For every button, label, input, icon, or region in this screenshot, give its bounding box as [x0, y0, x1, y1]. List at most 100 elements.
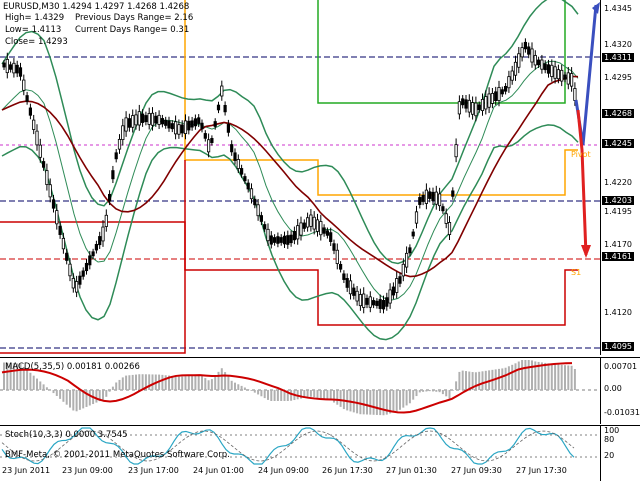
candle-body	[84, 262, 89, 272]
macd-panel[interactable]: MACD(5,35,5) 0.00181 0.00266	[0, 357, 600, 424]
candle-body	[266, 228, 270, 242]
price-axis[interactable]: 1.4345 1.4320 1.4295 1.4220 1.4195 1.417…	[600, 0, 640, 355]
candle-body	[61, 237, 66, 250]
candle-body	[236, 159, 240, 169]
price-tick: 1.4220	[604, 178, 632, 187]
candle-body	[246, 182, 250, 190]
candle-body	[180, 124, 184, 134]
candle-body	[147, 113, 151, 125]
candle-body	[378, 299, 382, 309]
copyright-text: BMF-Meta, © 2001-2011 MetaQuotes Softwar…	[5, 450, 230, 460]
stochastic-panel[interactable]: Stoch(10,3,3) 0.0000 3.7545 BMF-Meta, © …	[0, 425, 600, 481]
candle-body	[12, 62, 16, 74]
candle-body	[2, 62, 6, 68]
candle-body	[42, 161, 46, 168]
candle-body	[546, 64, 551, 74]
candle-body	[537, 59, 541, 66]
candle-body	[421, 195, 425, 202]
candle-body	[144, 115, 148, 123]
candle-body	[302, 222, 306, 229]
candle-body	[520, 47, 524, 58]
candle-body	[365, 297, 369, 305]
candle-body	[68, 263, 72, 277]
candle-body	[362, 293, 366, 308]
candle-body	[272, 237, 277, 243]
close-info: Close= 1.4293	[5, 37, 68, 47]
time-axis[interactable]: 23 Jun 2011 23 Jun 09:00 23 Jun 17:00 24…	[0, 465, 600, 480]
candle-body	[510, 70, 514, 81]
candle-body	[375, 300, 379, 306]
macd-axis[interactable]: 0.00701 0.00 -0.01031	[600, 357, 640, 424]
candle-body	[108, 193, 112, 202]
stoch-axis[interactable]: 100 80 20	[600, 425, 640, 481]
macd-signal-line	[1, 362, 573, 414]
stoch-tick: 100	[604, 426, 620, 435]
curr-range-info: Current Days Range= 0.31	[75, 25, 190, 35]
candle-body	[398, 276, 402, 284]
candle-body	[183, 120, 188, 135]
macd-canvas[interactable]	[0, 358, 600, 424]
candle-body	[243, 176, 247, 182]
candle-body	[484, 96, 488, 110]
candle-body	[447, 222, 452, 235]
time-tick: 26 Jun 17:30	[322, 466, 373, 475]
stochastic-canvas[interactable]	[0, 426, 600, 466]
bollinger-upper	[1, 0, 579, 265]
candle-body	[239, 168, 244, 175]
candle-body	[381, 300, 386, 310]
bollinger-middle	[1, 60, 579, 301]
price-tag-s2: 1.4095	[602, 342, 634, 351]
stoch-label: Stoch(10,3,3) 0.0000 3.7545	[5, 430, 128, 440]
candle-body	[75, 281, 79, 293]
candle-body	[286, 235, 290, 245]
macd-tick: -0.01031	[604, 408, 640, 417]
candle-body	[48, 184, 52, 198]
macd-tick: 0.00	[604, 384, 622, 393]
price-tick: 1.4195	[604, 207, 632, 216]
candle-body	[38, 144, 42, 158]
candle-body	[263, 224, 267, 230]
candle-body	[523, 41, 528, 50]
candle-body	[454, 144, 458, 158]
candle-body	[187, 120, 191, 131]
candle-body	[200, 122, 204, 130]
candle-body	[404, 252, 409, 268]
candle-body	[497, 87, 501, 101]
candle-body	[305, 217, 310, 228]
candle-body	[150, 112, 155, 126]
candle-body	[418, 197, 422, 205]
price-tick: 1.4320	[604, 40, 632, 49]
time-tick: 23 Jun 2011	[2, 466, 51, 475]
price-chart-canvas[interactable]	[0, 0, 600, 355]
candle-body	[487, 93, 491, 108]
candle-body	[134, 114, 138, 126]
candle-body	[388, 289, 392, 304]
candle-body	[111, 170, 115, 180]
candle-body	[411, 231, 415, 237]
candle-body	[173, 121, 178, 135]
candle-body	[124, 117, 128, 132]
stoch-tick: 20	[604, 451, 615, 460]
candle-body	[88, 255, 92, 266]
candle-body	[428, 191, 432, 199]
candle-body	[121, 125, 125, 141]
candle-body	[573, 88, 577, 101]
candle-body	[437, 193, 442, 207]
candle-body	[503, 85, 508, 92]
candle-body	[296, 225, 300, 240]
candle-body	[190, 120, 194, 128]
candle-body	[104, 214, 108, 227]
candle-body	[127, 118, 131, 128]
candle-body	[474, 102, 478, 117]
candle-body	[32, 119, 36, 130]
candle-body	[312, 216, 316, 230]
candle-body	[91, 251, 95, 257]
candle-body	[117, 138, 122, 150]
candle-body	[329, 232, 333, 242]
price-chart-panel[interactable]: EURUSD,M30 1.4294 1.4297 1.4268 1.4268 H…	[0, 0, 600, 355]
stoch-signal-line	[1, 430, 575, 462]
price-tick: 1.4295	[604, 73, 632, 82]
candle-body	[58, 225, 62, 235]
candle-body	[563, 74, 567, 80]
candle-body	[164, 119, 168, 126]
